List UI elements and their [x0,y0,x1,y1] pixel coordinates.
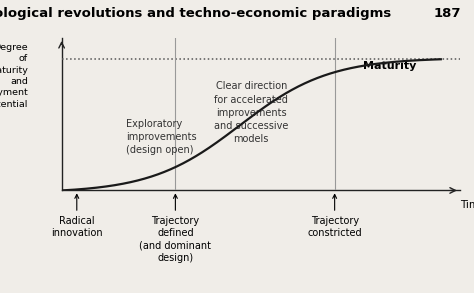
Text: and: and [10,77,28,86]
Text: Exploratory
improvements
(design open): Exploratory improvements (design open) [126,119,197,155]
Text: Radical
innovation: Radical innovation [51,195,102,238]
Text: Technological revolutions and techno-economic paradigms: Technological revolutions and techno-eco… [0,7,391,20]
Text: deployment: deployment [0,88,28,97]
Text: of potential: of potential [0,100,28,109]
Text: Trajectory
defined
(and dominant
design): Trajectory defined (and dominant design) [139,195,211,263]
Text: maturity: maturity [0,66,28,74]
Text: Maturity: Maturity [363,61,417,71]
Text: Clear direction
for accelerated
improvements
and successive
models: Clear direction for accelerated improvem… [214,81,288,144]
Text: Degree: Degree [0,43,28,52]
Text: Trajectory
constricted: Trajectory constricted [307,195,362,238]
Text: 187: 187 [434,7,461,20]
Text: Time: Time [460,200,474,209]
Text: of: of [18,54,28,63]
